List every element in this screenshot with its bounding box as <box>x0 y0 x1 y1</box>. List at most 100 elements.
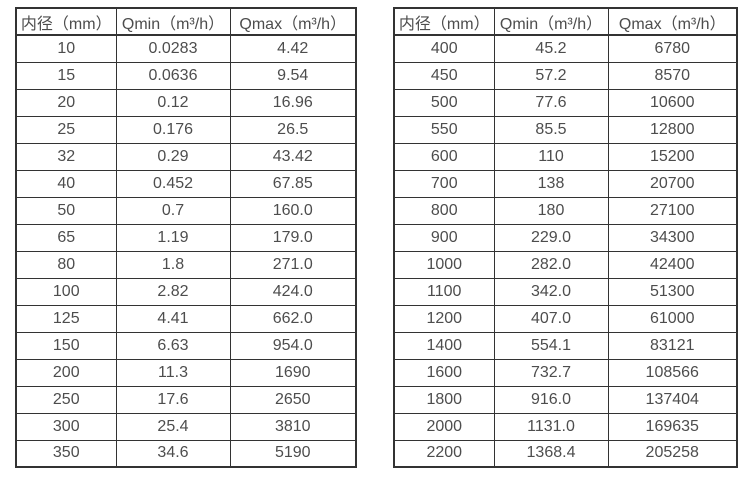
table-cell: 67.85 <box>229 169 357 198</box>
table-cell: 80 <box>15 250 117 279</box>
table-row: 1800 916.0 137404 <box>393 385 738 414</box>
table-cell: 85.5 <box>493 115 609 144</box>
table-cell: 0.0636 <box>115 61 231 90</box>
col-header-inner-diameter: 内径（mm） <box>15 7 117 36</box>
table-row: 1100 342.0 51300 <box>393 277 738 306</box>
table-cell: 0.452 <box>115 169 231 198</box>
table-cell: 138 <box>493 169 609 198</box>
table-cell: 0.29 <box>115 142 231 171</box>
table-cell: 1400 <box>393 331 495 360</box>
table-row: 15 0.0636 9.54 <box>15 61 357 90</box>
table-cell: 65 <box>15 223 117 252</box>
table-cell: 42400 <box>607 250 738 279</box>
flow-table-large-diameter: 内径（mm） Qmin（m³/h） Qmax（m³/h） 400 45.2 6780… <box>393 7 738 468</box>
table-header-row: 内径（mm） Qmin（m³/h） Qmax（m³/h） <box>15 7 357 36</box>
table-cell: 400 <box>393 34 495 63</box>
table-cell: 25 <box>15 115 117 144</box>
table-cell: 34.6 <box>115 439 231 468</box>
table-row: 300 25.4 3810 <box>15 412 357 441</box>
table-row: 20 0.12 16.96 <box>15 88 357 117</box>
table-cell: 27100 <box>607 196 738 225</box>
table-cell: 1131.0 <box>493 412 609 441</box>
table-row: 2000 1131.0 169635 <box>393 412 738 441</box>
table-cell: 169635 <box>607 412 738 441</box>
table-cell: 407.0 <box>493 304 609 333</box>
table-cell: 100 <box>15 277 117 306</box>
table-cell: 6780 <box>607 34 738 63</box>
table-row: 1400 554.1 83121 <box>393 331 738 360</box>
table-cell: 1000 <box>393 250 495 279</box>
table-cell: 110 <box>493 142 609 171</box>
table-cell: 3810 <box>229 412 357 441</box>
table-cell: 900 <box>393 223 495 252</box>
table-cell: 160.0 <box>229 196 357 225</box>
table-cell: 1.8 <box>115 250 231 279</box>
table-cell: 8570 <box>607 61 738 90</box>
table-body: 10 0.0283 4.42 15 0.0636 9.54 20 0.12 16.96 25 0.1… <box>15 34 357 468</box>
table-cell: 1200 <box>393 304 495 333</box>
table-cell: 83121 <box>607 331 738 360</box>
table-cell: 0.12 <box>115 88 231 117</box>
table-cell: 20 <box>15 88 117 117</box>
table-row: 80 1.8 271.0 <box>15 250 357 279</box>
table-cell: 15 <box>15 61 117 90</box>
table-cell: 1800 <box>393 385 495 414</box>
table-row: 1600 732.7 108566 <box>393 358 738 387</box>
table-cell: 1.19 <box>115 223 231 252</box>
table-cell: 125 <box>15 304 117 333</box>
table-cell: 15200 <box>607 142 738 171</box>
table-cell: 1368.4 <box>493 439 609 468</box>
table-cell: 77.6 <box>493 88 609 117</box>
table-body: 400 45.2 6780 450 57.2 8570 500 77.6 10600 550 85.… <box>393 34 738 468</box>
table-cell: 205258 <box>607 439 738 468</box>
table-cell: 9.54 <box>229 61 357 90</box>
col-header-qmax: Qmax（m³/h） <box>229 7 357 36</box>
table-cell: 16.96 <box>229 88 357 117</box>
table-cell: 20700 <box>607 169 738 198</box>
table-cell: 137404 <box>607 385 738 414</box>
table-cell: 662.0 <box>229 304 357 333</box>
tables-container: 内径（mm） Qmin（m³/h） Qmax（m³/h） 10 0.0283 4.4… <box>15 7 738 468</box>
table-row: 25 0.176 26.5 <box>15 115 357 144</box>
table-cell: 4.42 <box>229 34 357 63</box>
table-row: 150 6.63 954.0 <box>15 331 357 360</box>
table-cell: 200 <box>15 358 117 387</box>
col-header-qmax: Qmax（m³/h） <box>607 7 738 36</box>
table-cell: 179.0 <box>229 223 357 252</box>
table-cell: 2650 <box>229 385 357 414</box>
table-cell: 32 <box>15 142 117 171</box>
table-row: 500 77.6 10600 <box>393 88 738 117</box>
table-row: 350 34.6 5190 <box>15 439 357 468</box>
table-cell: 732.7 <box>493 358 609 387</box>
table-row: 600 110 15200 <box>393 142 738 171</box>
table-row: 50 0.7 160.0 <box>15 196 357 225</box>
table-cell: 11.3 <box>115 358 231 387</box>
table-cell: 250 <box>15 385 117 414</box>
table-row: 250 17.6 2650 <box>15 385 357 414</box>
col-header-qmin: Qmin（m³/h） <box>493 7 609 36</box>
table-cell: 350 <box>15 439 117 468</box>
table-row: 200 11.3 1690 <box>15 358 357 387</box>
table-cell: 45.2 <box>493 34 609 63</box>
table-cell: 800 <box>393 196 495 225</box>
table-cell: 1600 <box>393 358 495 387</box>
table-row: 550 85.5 12800 <box>393 115 738 144</box>
table-row: 700 138 20700 <box>393 169 738 198</box>
table-row: 2200 1368.4 205258 <box>393 439 738 468</box>
table-cell: 50 <box>15 196 117 225</box>
table-cell: 700 <box>393 169 495 198</box>
table-cell: 61000 <box>607 304 738 333</box>
table-cell: 17.6 <box>115 385 231 414</box>
table-row: 32 0.29 43.42 <box>15 142 357 171</box>
table-cell: 271.0 <box>229 250 357 279</box>
table-cell: 12800 <box>607 115 738 144</box>
table-cell: 34300 <box>607 223 738 252</box>
table-cell: 108566 <box>607 358 738 387</box>
table-row: 40 0.452 67.85 <box>15 169 357 198</box>
table-row: 800 180 27100 <box>393 196 738 225</box>
table-cell: 180 <box>493 196 609 225</box>
table-row: 65 1.19 179.0 <box>15 223 357 252</box>
table-cell: 0.176 <box>115 115 231 144</box>
table-cell: 43.42 <box>229 142 357 171</box>
table-row: 10 0.0283 4.42 <box>15 34 357 63</box>
